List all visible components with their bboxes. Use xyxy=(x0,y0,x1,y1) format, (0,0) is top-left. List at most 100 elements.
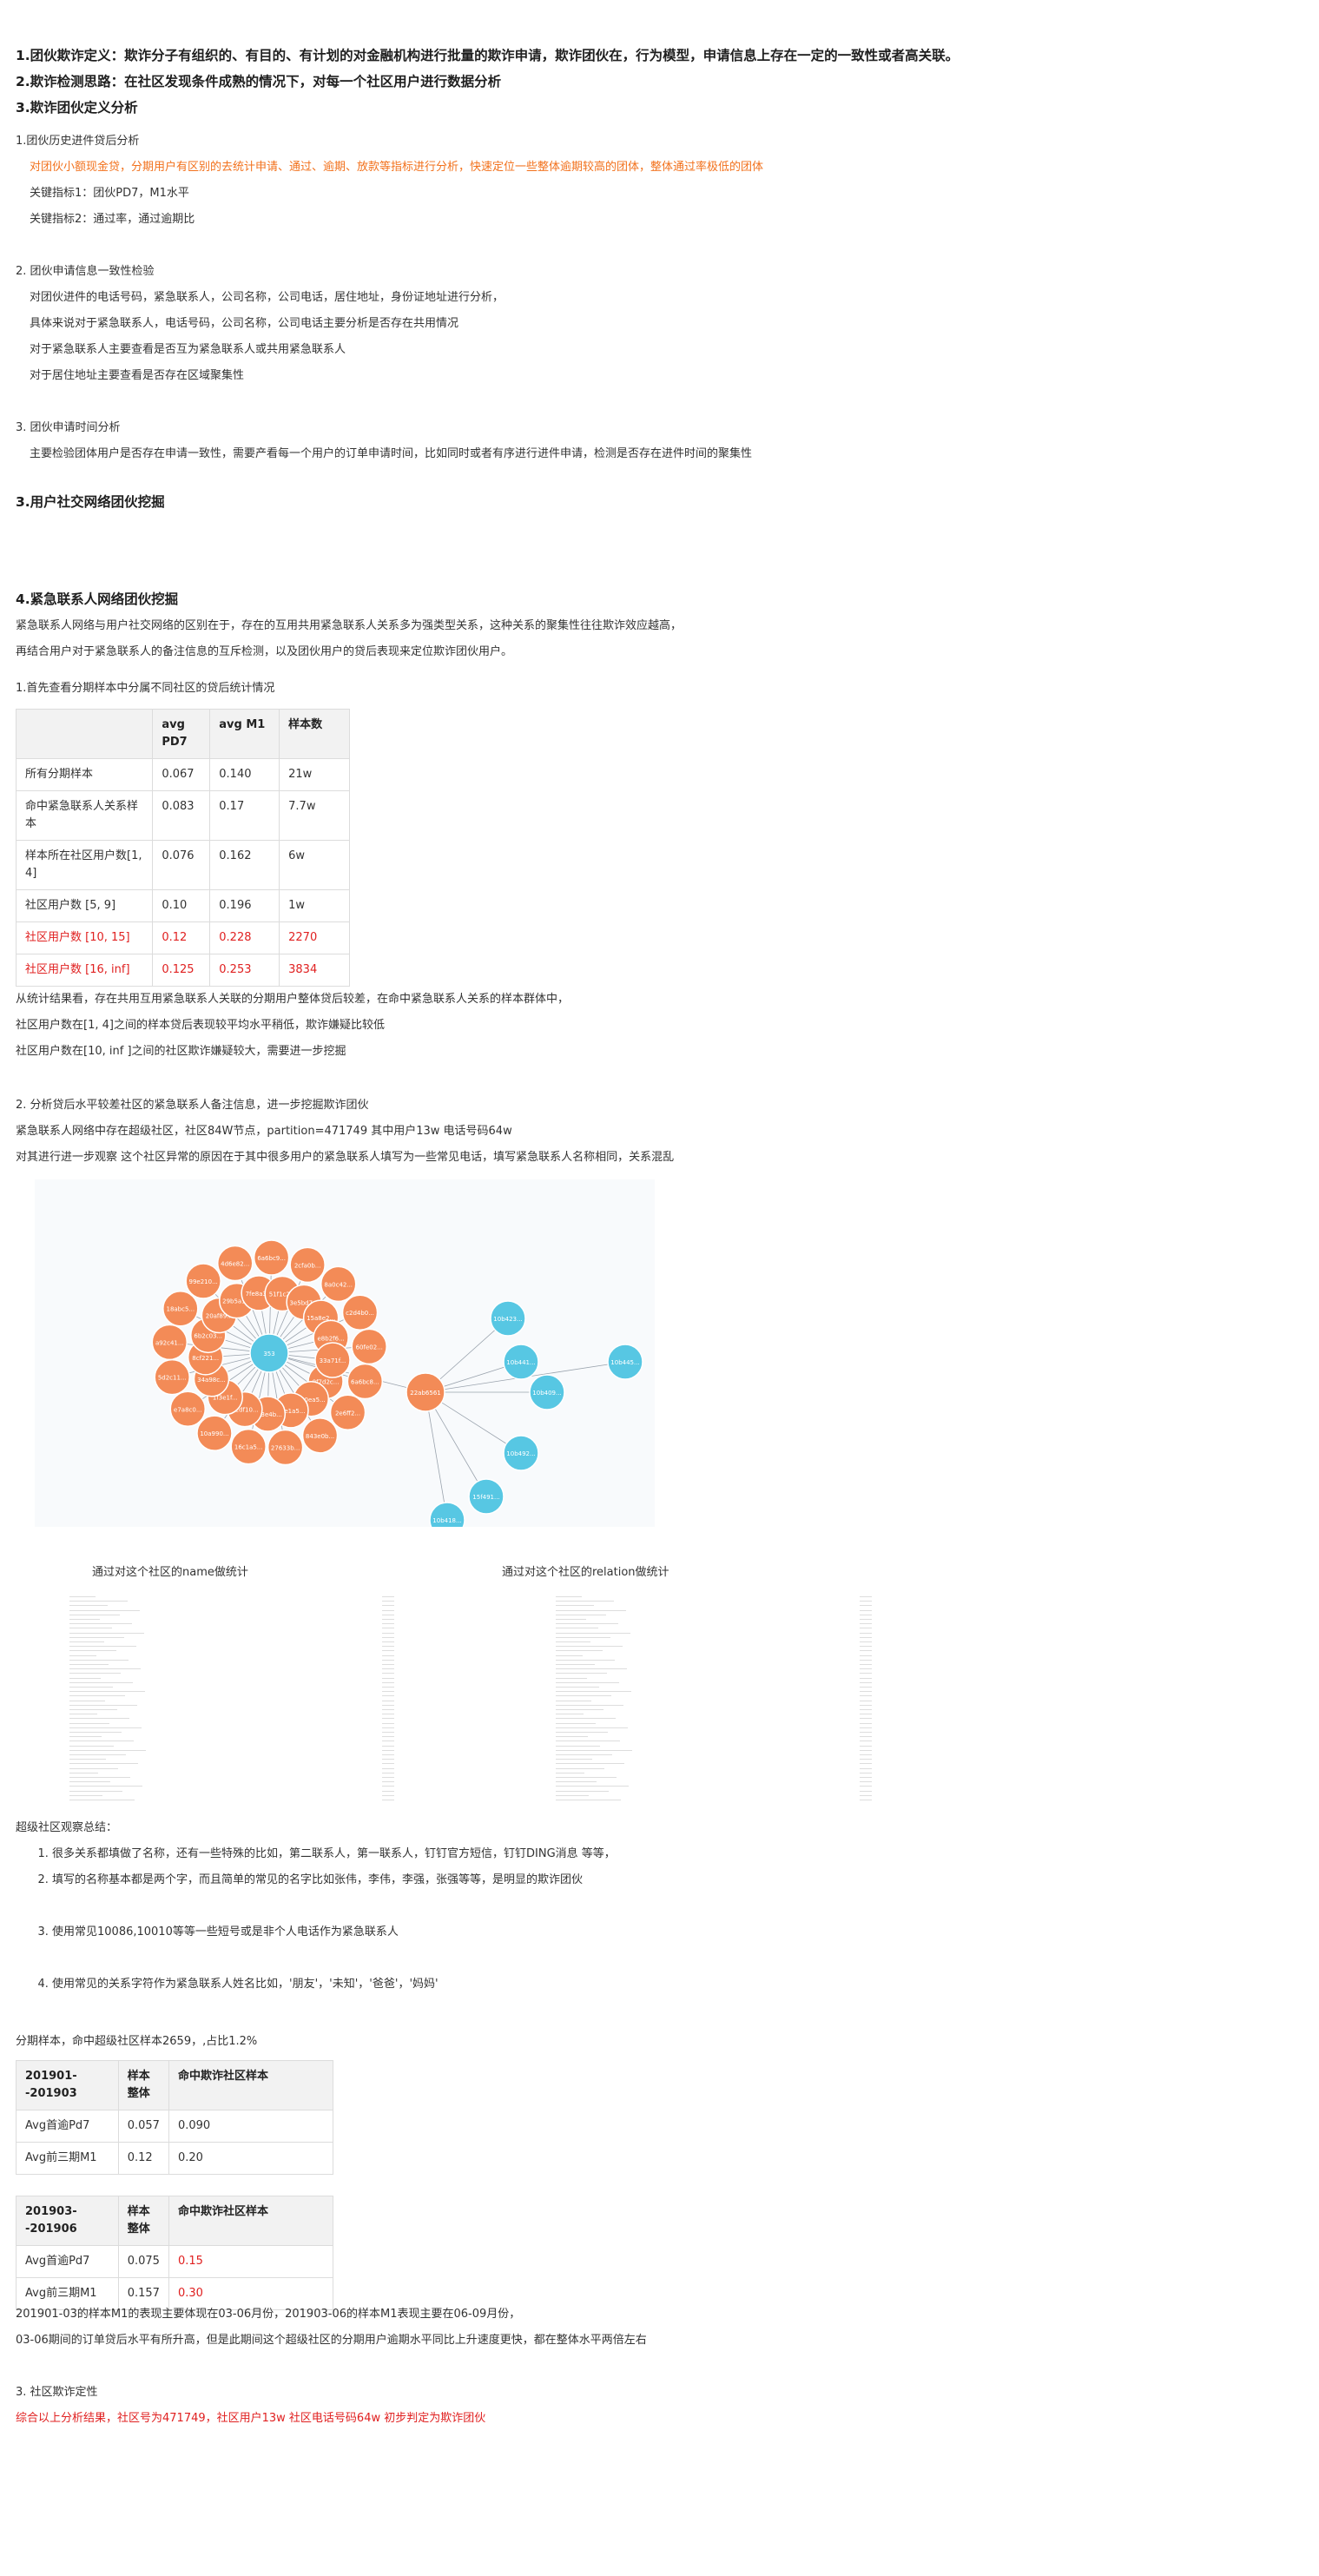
graph-node-blue: 10b492... xyxy=(503,1435,539,1471)
table-header: 201901--201903 样本整体 命中欺诈社区样本 xyxy=(16,2060,334,2110)
graph-node-blue: 10b418... xyxy=(429,1502,465,1527)
table-header-cell: 201901--201903 xyxy=(16,2060,119,2110)
stats-row xyxy=(556,1691,631,1693)
stats-row-value xyxy=(382,1736,394,1738)
stats-row xyxy=(556,1673,607,1674)
stats-row xyxy=(69,1732,122,1733)
svg-text:6b2c03...: 6b2c03... xyxy=(194,1332,222,1339)
stats-row xyxy=(69,1623,132,1625)
svg-text:27633b...: 27633b... xyxy=(271,1445,300,1452)
svg-text:2cfa0b...: 2cfa0b... xyxy=(294,1262,321,1269)
graph-node-orange: 60fe02... xyxy=(351,1328,387,1365)
table-cell: 社区用户数 [10, 15] xyxy=(15,921,154,954)
stats-row xyxy=(69,1655,96,1656)
stats-row xyxy=(556,1636,610,1638)
table-row: Avg前三期M1 0.157 0.30 xyxy=(16,2277,334,2310)
table-cell: 社区用户数 [5, 9] xyxy=(15,889,154,922)
stats-row xyxy=(69,1601,128,1602)
sec4-p3-red: 综合以上分析结果，社区号为471749，社区用户13w 社区电话号码64w 初步… xyxy=(16,2412,486,2425)
stats-row-value xyxy=(860,1664,872,1665)
stats-row xyxy=(556,1794,589,1796)
table-row: 社区用户数 [5, 9] 0.10 0.196 1w xyxy=(15,889,350,922)
table-cell: 3834 xyxy=(279,954,350,987)
stats-row xyxy=(556,1668,627,1670)
stats-row xyxy=(69,1646,136,1648)
stats-row xyxy=(69,1777,130,1778)
sec4-concl2: 社区用户数在[1, 4]之间的样本贷后表现较平均水平稍低，欺诈嫌疑比较低 xyxy=(16,1019,385,1032)
stats-row xyxy=(69,1695,125,1697)
stats-row xyxy=(69,1794,102,1796)
table-cell: 0.076 xyxy=(152,840,211,890)
summary-item: 填写的名称基本都是两个字，而且简单的常见的名字比如张伟，李伟，李强，张强等等，是… xyxy=(52,1867,1268,1893)
svg-text:10b445...: 10b445... xyxy=(610,1359,639,1366)
stats-row-value xyxy=(860,1623,872,1625)
stats-row xyxy=(556,1695,611,1697)
stats-row-value xyxy=(860,1759,872,1760)
stats-row xyxy=(556,1650,603,1652)
stats-row xyxy=(556,1659,615,1661)
stats-row xyxy=(69,1745,114,1747)
stats-row xyxy=(69,1754,126,1755)
svg-text:20af89...: 20af89... xyxy=(206,1313,233,1320)
stats-row-value xyxy=(382,1786,394,1787)
network-graph: 6a6bc8... 0f7d2c... 2e6ff2... 9a0ea5... 843e… xyxy=(35,1179,655,1527)
table-cell: 0.12 xyxy=(117,2142,169,2175)
stats-row xyxy=(69,1609,140,1611)
stats-row-value xyxy=(382,1664,394,1665)
table-header-cell: avg M1 xyxy=(209,709,280,759)
svg-text:34a98c...: 34a98c... xyxy=(197,1377,226,1384)
graph-node-orange: 27633b... xyxy=(267,1429,304,1466)
sec4-p2-l2: 对其进行进一步观察 这个社区异常的原因在于其中很多用户的紧急联系人填写为一些常见… xyxy=(16,1151,675,1164)
stats-row-value xyxy=(382,1763,394,1765)
heading-emergency-network: 4.紧急联系人网络团伙挖掘 xyxy=(16,591,179,607)
stats-row-value xyxy=(382,1759,394,1760)
stats-row-value xyxy=(382,1650,394,1652)
svg-text:c2d4b0...: c2d4b0... xyxy=(346,1310,374,1317)
stats-row-value xyxy=(860,1655,872,1656)
stats-row-value xyxy=(382,1745,394,1747)
stats-row xyxy=(556,1786,629,1787)
stats-row xyxy=(69,1605,108,1607)
svg-text:15f491...: 15f491... xyxy=(472,1494,499,1501)
stats-row-value xyxy=(860,1736,872,1738)
sec3-s2-title: 2. 团伙申请信息一致性检验 xyxy=(16,265,155,278)
svg-text:9a0ea5...: 9a0ea5... xyxy=(297,1397,326,1404)
sec3-s2-l1: 对团伙进件的电话号码，紧急联系人，公司名称，公司电话，居住地址，身份证地址进行分… xyxy=(30,291,505,304)
stats-row xyxy=(556,1664,595,1665)
table-cell: Avg前三期M1 xyxy=(16,2277,119,2310)
stats-row-value xyxy=(382,1727,394,1728)
svg-text:e8b2f6...: e8b2f6... xyxy=(318,1335,345,1342)
stats-row xyxy=(556,1749,632,1751)
after-line1: 201901-03的样本M1的表现主要体现在03-06月份，201903-06的… xyxy=(16,2308,521,2321)
svg-text:33a71f...: 33a71f... xyxy=(320,1357,346,1364)
graph-node-orange: 16c1a5... xyxy=(230,1428,267,1465)
sec3-s3-title: 3. 团伙申请时间分析 xyxy=(16,421,121,434)
graph-node-orange: c2d4b0... xyxy=(341,1294,379,1331)
stats-row xyxy=(69,1704,137,1706)
graph-node-blue: 15f491... xyxy=(468,1478,505,1515)
stats-row xyxy=(69,1691,145,1693)
graph-hub-secondary: 22ab6561 xyxy=(406,1372,445,1412)
svg-text:87e1a5...: 87e1a5... xyxy=(276,1408,305,1415)
stats-row-value xyxy=(860,1673,872,1674)
table-header: 201903--201906 样本整体 命中欺诈社区样本 xyxy=(16,2196,334,2246)
stats-row xyxy=(556,1646,623,1648)
svg-text:99e210...: 99e210... xyxy=(189,1278,218,1285)
stats-row-value xyxy=(382,1641,394,1642)
stats-row-value xyxy=(860,1781,872,1783)
stats-row xyxy=(556,1759,592,1760)
stats-row xyxy=(556,1790,609,1792)
stats-row-value xyxy=(382,1732,394,1733)
stats-row xyxy=(556,1727,628,1728)
stats-row xyxy=(556,1781,597,1783)
stats-row-value xyxy=(860,1754,872,1755)
graph-node-blue: 10b441... xyxy=(503,1344,539,1380)
stats-row xyxy=(69,1687,113,1688)
stats-row xyxy=(69,1664,109,1665)
sec3-s1-k2: 关键指标2：通过率，通过逾期比 xyxy=(30,213,195,226)
sec3-s2-l3: 对于紧急联系人主要查看是否互为紧急联系人或共用紧急联系人 xyxy=(30,343,346,356)
sec4-p2-title: 2. 分析贷后水平较差社区的紧急联系人备注信息，进一步挖掘欺诈团伙 xyxy=(16,1099,369,1112)
graph-node-orange: 4d6e82... xyxy=(216,1245,254,1282)
table-cell: 1w xyxy=(279,889,350,922)
stats-row xyxy=(69,1722,109,1724)
